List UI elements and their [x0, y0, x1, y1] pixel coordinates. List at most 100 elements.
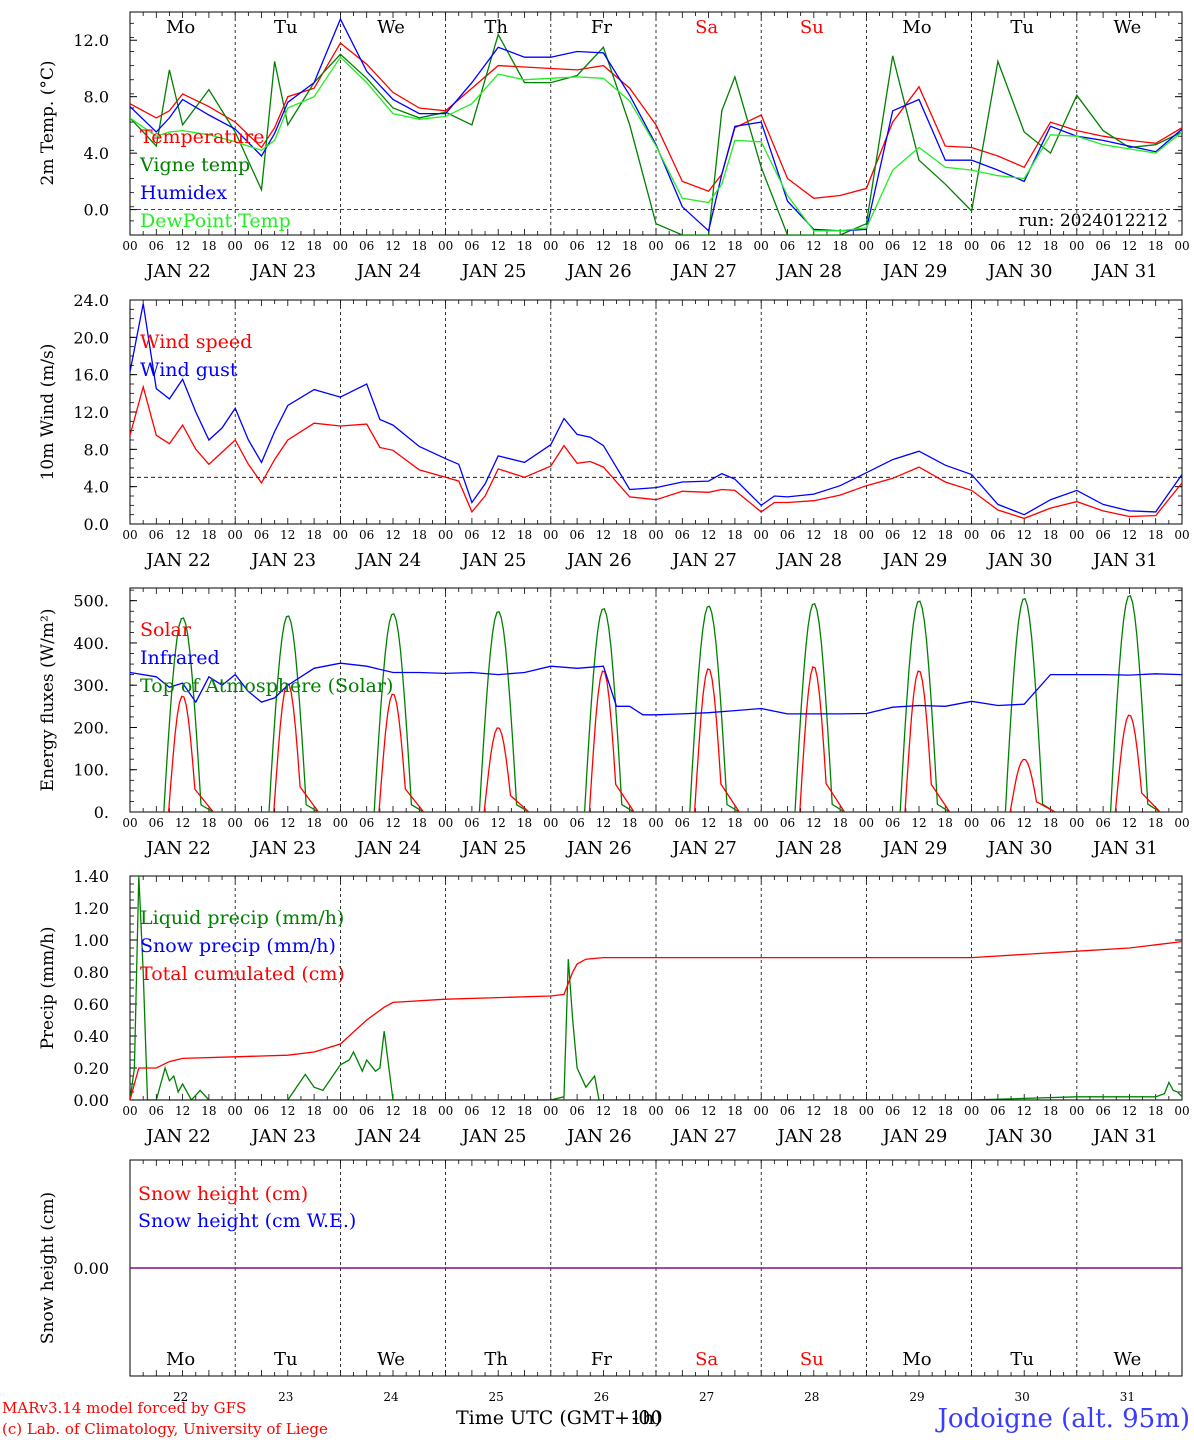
date-label: JAN 31 — [1091, 1126, 1158, 1147]
date-label: JAN 25 — [460, 1126, 527, 1147]
hour-tick-label: 12 — [911, 1104, 926, 1118]
hour-tick-label: 18 — [727, 528, 742, 542]
date-label: JAN 26 — [565, 261, 632, 282]
day-number: 29 — [909, 1390, 924, 1404]
hour-tick-label: 06 — [780, 1104, 795, 1118]
hour-tick-label: 12 — [175, 239, 190, 253]
hour-tick-label: 06 — [149, 239, 164, 253]
y-tick-label: 100. — [73, 761, 109, 780]
hour-tick-label: 00 — [122, 528, 137, 542]
lab-credit: (c) Lab. of Climatology, University of L… — [2, 1420, 328, 1438]
hour-tick-label: 18 — [938, 816, 953, 830]
hour-tick-label: 18 — [412, 1104, 427, 1118]
hour-tick-label: 00 — [228, 1104, 243, 1118]
hour-tick-label: 00 — [964, 1104, 979, 1118]
hour-tick-label: 06 — [990, 239, 1005, 253]
day-abbr-top: Sa — [695, 17, 718, 38]
date-label: JAN 28 — [776, 550, 843, 571]
y-tick-label: 0.80 — [73, 963, 109, 982]
hour-tick-label: 12 — [596, 1104, 611, 1118]
series-line-vigne-temp — [130, 32, 1182, 235]
hour-tick-label: 18 — [201, 239, 216, 253]
hour-tick-label: 12 — [1122, 528, 1137, 542]
day-number: 22 — [173, 1390, 188, 1404]
day-number: 31 — [1120, 1390, 1135, 1404]
date-label: JAN 22 — [144, 261, 211, 282]
hour-tick-label: 06 — [569, 239, 584, 253]
y-tick-label: 0.60 — [73, 995, 109, 1014]
series-line-infrared — [130, 662, 1182, 716]
day-abbr-bottom: Fr — [591, 1349, 612, 1370]
legend-infrared: Infrared — [140, 647, 220, 669]
hour-tick-label: 00 — [122, 239, 137, 253]
day-abbr-bottom: Sa — [695, 1349, 718, 1370]
hour-tick-label: 06 — [885, 1104, 900, 1118]
hour-tick-label: 06 — [359, 528, 374, 542]
day-number: 28 — [804, 1390, 819, 1404]
y-axis-title: 10m Wind (m/s) — [38, 344, 58, 481]
y-tick-label: 16.0 — [73, 366, 109, 385]
hour-tick-label: 18 — [622, 1104, 637, 1118]
day-abbr-top: Su — [800, 17, 824, 38]
date-label: JAN 28 — [776, 1126, 843, 1147]
hour-tick-label: 18 — [201, 528, 216, 542]
hour-tick-label: 12 — [385, 1104, 400, 1118]
hour-tick-label: 18 — [938, 239, 953, 253]
series-line-liquid-precip-mm-h — [130, 876, 1182, 1100]
hour-tick-label: 06 — [885, 239, 900, 253]
hour-tick-label: 12 — [701, 528, 716, 542]
x-axis-title: Time UTC (GMT+1h) — [456, 1407, 662, 1429]
hour-tick-label: 12 — [806, 816, 821, 830]
date-label: JAN 24 — [355, 550, 422, 571]
hour-tick-label: 06 — [464, 816, 479, 830]
y-tick-label: 12.0 — [73, 403, 109, 422]
hour-tick-label: 06 — [780, 528, 795, 542]
y-tick-label: 4.0 — [84, 144, 109, 163]
hour-tick-label: 12 — [280, 1104, 295, 1118]
station-name: Jodoigne (alt. 95m) — [934, 1404, 1190, 1434]
legend-liquid-precip-mm-h: Liquid precip (mm/h) — [140, 907, 344, 929]
date-label: JAN 29 — [881, 550, 948, 571]
day-abbr-top: We — [1114, 17, 1142, 38]
hour-tick-label: 06 — [254, 1104, 269, 1118]
day-abbr-bottom: Th — [484, 1349, 508, 1370]
date-label: JAN 24 — [355, 261, 422, 282]
hour-tick-label: 00 — [543, 816, 558, 830]
y-tick-label: 0.0 — [84, 201, 109, 220]
hour-tick-label: 00 — [333, 1104, 348, 1118]
hour-tick-label: 00 — [859, 528, 874, 542]
hour-tick-label: 06 — [359, 239, 374, 253]
date-label: JAN 28 — [776, 838, 843, 859]
hour-tick-label: 00 — [754, 528, 769, 542]
hour-tick-label: 06 — [1095, 816, 1110, 830]
hour-tick-label: 06 — [885, 528, 900, 542]
hour-tick-label: 00 — [543, 528, 558, 542]
y-axis-title: Precip (mm/h) — [38, 926, 58, 1049]
hour-tick-label: 06 — [464, 1104, 479, 1118]
hour-tick-label: 18 — [517, 239, 532, 253]
series-line-solar — [130, 666, 1182, 812]
date-label: JAN 30 — [986, 550, 1053, 571]
date-label: JAN 22 — [144, 1126, 211, 1147]
hour-tick-label: 18 — [1043, 528, 1058, 542]
hour-tick-label: 12 — [491, 239, 506, 253]
hour-tick-label: 00 — [122, 1104, 137, 1118]
legend-snow-precip-mm-h: Snow precip (mm/h) — [140, 935, 336, 957]
y-tick-label: 0. — [94, 803, 109, 822]
date-label: JAN 26 — [565, 838, 632, 859]
date-label: JAN 26 — [565, 1126, 632, 1147]
hour-tick-label: 00 — [122, 816, 137, 830]
hour-tick-label: 06 — [675, 816, 690, 830]
hour-tick-label: 12 — [911, 528, 926, 542]
y-tick-label: 0.0 — [84, 515, 109, 534]
date-label: JAN 27 — [670, 550, 737, 571]
y-tick-label: 0.00 — [73, 1091, 109, 1110]
date-label: JAN 31 — [1091, 550, 1158, 571]
legend-temperature: Temperature — [140, 126, 264, 148]
hour-tick-label: 06 — [359, 1104, 374, 1118]
legend-total-cumulated-cm: Total cumulated (cm) — [140, 963, 345, 985]
y-tick-label: 8.0 — [84, 440, 109, 459]
hour-tick-label: 12 — [491, 816, 506, 830]
hour-tick-label: 12 — [175, 816, 190, 830]
y-tick-label: 200. — [73, 718, 109, 737]
